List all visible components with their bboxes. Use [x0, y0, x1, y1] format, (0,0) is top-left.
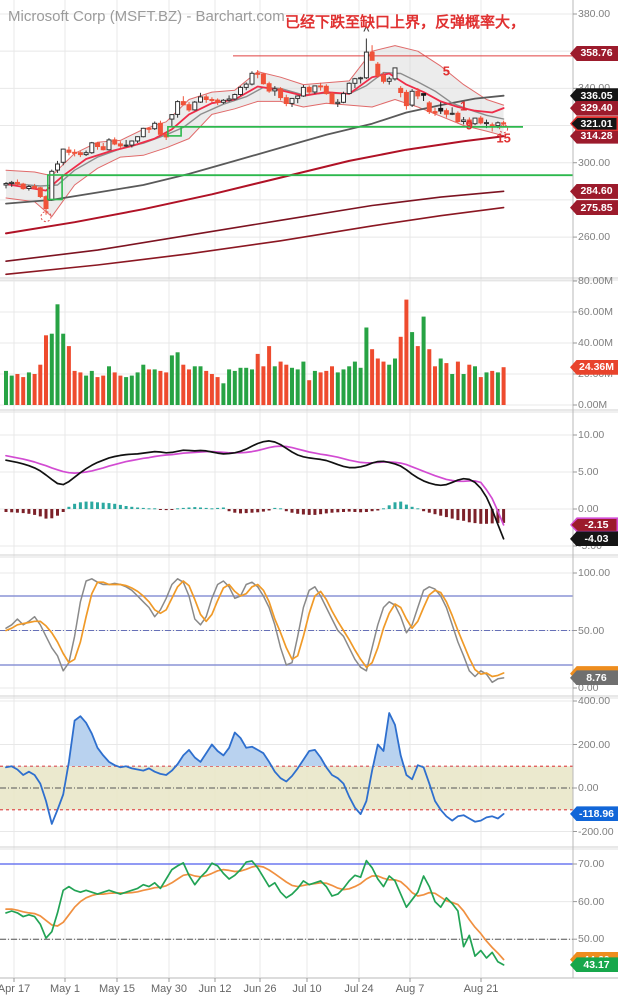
- count-annotation: 15: [496, 130, 510, 145]
- cci-fill: [6, 713, 504, 767]
- cci-tick-label: 0.00: [578, 782, 599, 794]
- volume-series: [4, 299, 506, 406]
- stoch-d-line: [5, 580, 505, 678]
- count-annotation: ^: [363, 25, 370, 37]
- count-annotation: 9: [466, 117, 473, 132]
- x-axis-date-label: May 1: [50, 983, 80, 995]
- highlight-circle: [499, 124, 509, 134]
- price-value-badge: 314.28: [570, 128, 618, 144]
- macd-tick-label: 0.00: [578, 503, 599, 515]
- macd-line: [5, 440, 505, 540]
- x-axis-date-label: Jul 24: [344, 983, 374, 995]
- sma100-line: [5, 135, 505, 235]
- bollinger-band: [6, 45, 504, 217]
- macd-tick-label: 5.00: [578, 466, 599, 478]
- highlight-circle: [40, 211, 52, 223]
- rsi-line: [5, 859, 505, 966]
- price-value-badge: 284.60: [570, 183, 618, 199]
- x-axis-date-label: Jun 12: [198, 983, 232, 995]
- x-axis-date-label: Jul 10: [292, 983, 322, 995]
- price-value-badge: 358.76: [570, 45, 618, 61]
- x-axis-date-label: May 30: [150, 983, 188, 995]
- volume-value-badge: 24.36M: [570, 359, 618, 375]
- stoch-value-badge: 8.76: [570, 670, 618, 686]
- volume-tick-label: 80.00M: [578, 275, 614, 287]
- rsi-value-badge: 43.17: [570, 957, 618, 973]
- price-value-badge: 329.40: [570, 100, 618, 116]
- volume-tick-label: 60.00M: [578, 306, 614, 318]
- gap-box: [46, 174, 63, 201]
- rsi-tick-label: 70.00: [578, 858, 605, 870]
- stoch-tick-label: 50.00: [578, 624, 605, 637]
- price-value-badge: 275.85: [570, 200, 618, 216]
- candlestick-series: [3, 38, 507, 215]
- sma150-line: [5, 190, 505, 263]
- cci-tick-label: -200.00: [578, 825, 614, 838]
- macd-value-badge: -2.15: [570, 517, 618, 533]
- rsi-tick-label: 50.00: [578, 933, 605, 946]
- price-value-badge: 336.05: [570, 88, 618, 104]
- x-axis-date-label: May 15: [98, 983, 136, 995]
- price-value-badge: 321.01: [570, 116, 618, 132]
- x-axis-date-label: Apr 17: [0, 983, 31, 995]
- volume-tick-label: 40.00M: [578, 337, 614, 349]
- gap-box: [167, 126, 182, 137]
- x-axis-date-label: Aug 21: [463, 983, 499, 995]
- sma200-line: [5, 206, 505, 276]
- x-axis-date-label: Jun 26: [243, 983, 277, 995]
- stoch-k-line: [5, 578, 505, 684]
- macd-histogram: [4, 501, 506, 524]
- rsi-ma-line: [5, 865, 505, 961]
- bollinger-lower-line: [5, 99, 505, 218]
- macd-tick-label: 10.00: [578, 429, 605, 441]
- count-annotation: 5: [443, 63, 450, 78]
- rsi-tick-label: 60.00: [578, 895, 605, 908]
- stoch-tick-label: 100.00: [578, 567, 611, 579]
- price-tick-label: 260.00: [578, 231, 611, 244]
- cci-tick-label: 200.00: [578, 738, 611, 751]
- chart-title: Microsoft Corp (MSFT.BZ) - Barchart.com: [8, 8, 285, 25]
- x-axis-date-label: Aug 7: [395, 983, 425, 995]
- cci-tick-label: 400.00: [578, 695, 611, 707]
- cci-line: [5, 712, 505, 825]
- cci-value-badge: -118.96: [570, 806, 618, 822]
- volume-tick-label: 0.00M: [578, 399, 608, 411]
- macd-value-badge: -4.03: [570, 531, 618, 547]
- macd-signal-line: [5, 445, 505, 526]
- count-annotation: 1: [460, 99, 467, 114]
- chart-annotation-chinese: 已经下跌至缺口上界，反弹概率大，: [285, 14, 526, 31]
- price-tick-label: 380.00: [578, 8, 611, 20]
- price-tick-label: 300.00: [578, 156, 611, 169]
